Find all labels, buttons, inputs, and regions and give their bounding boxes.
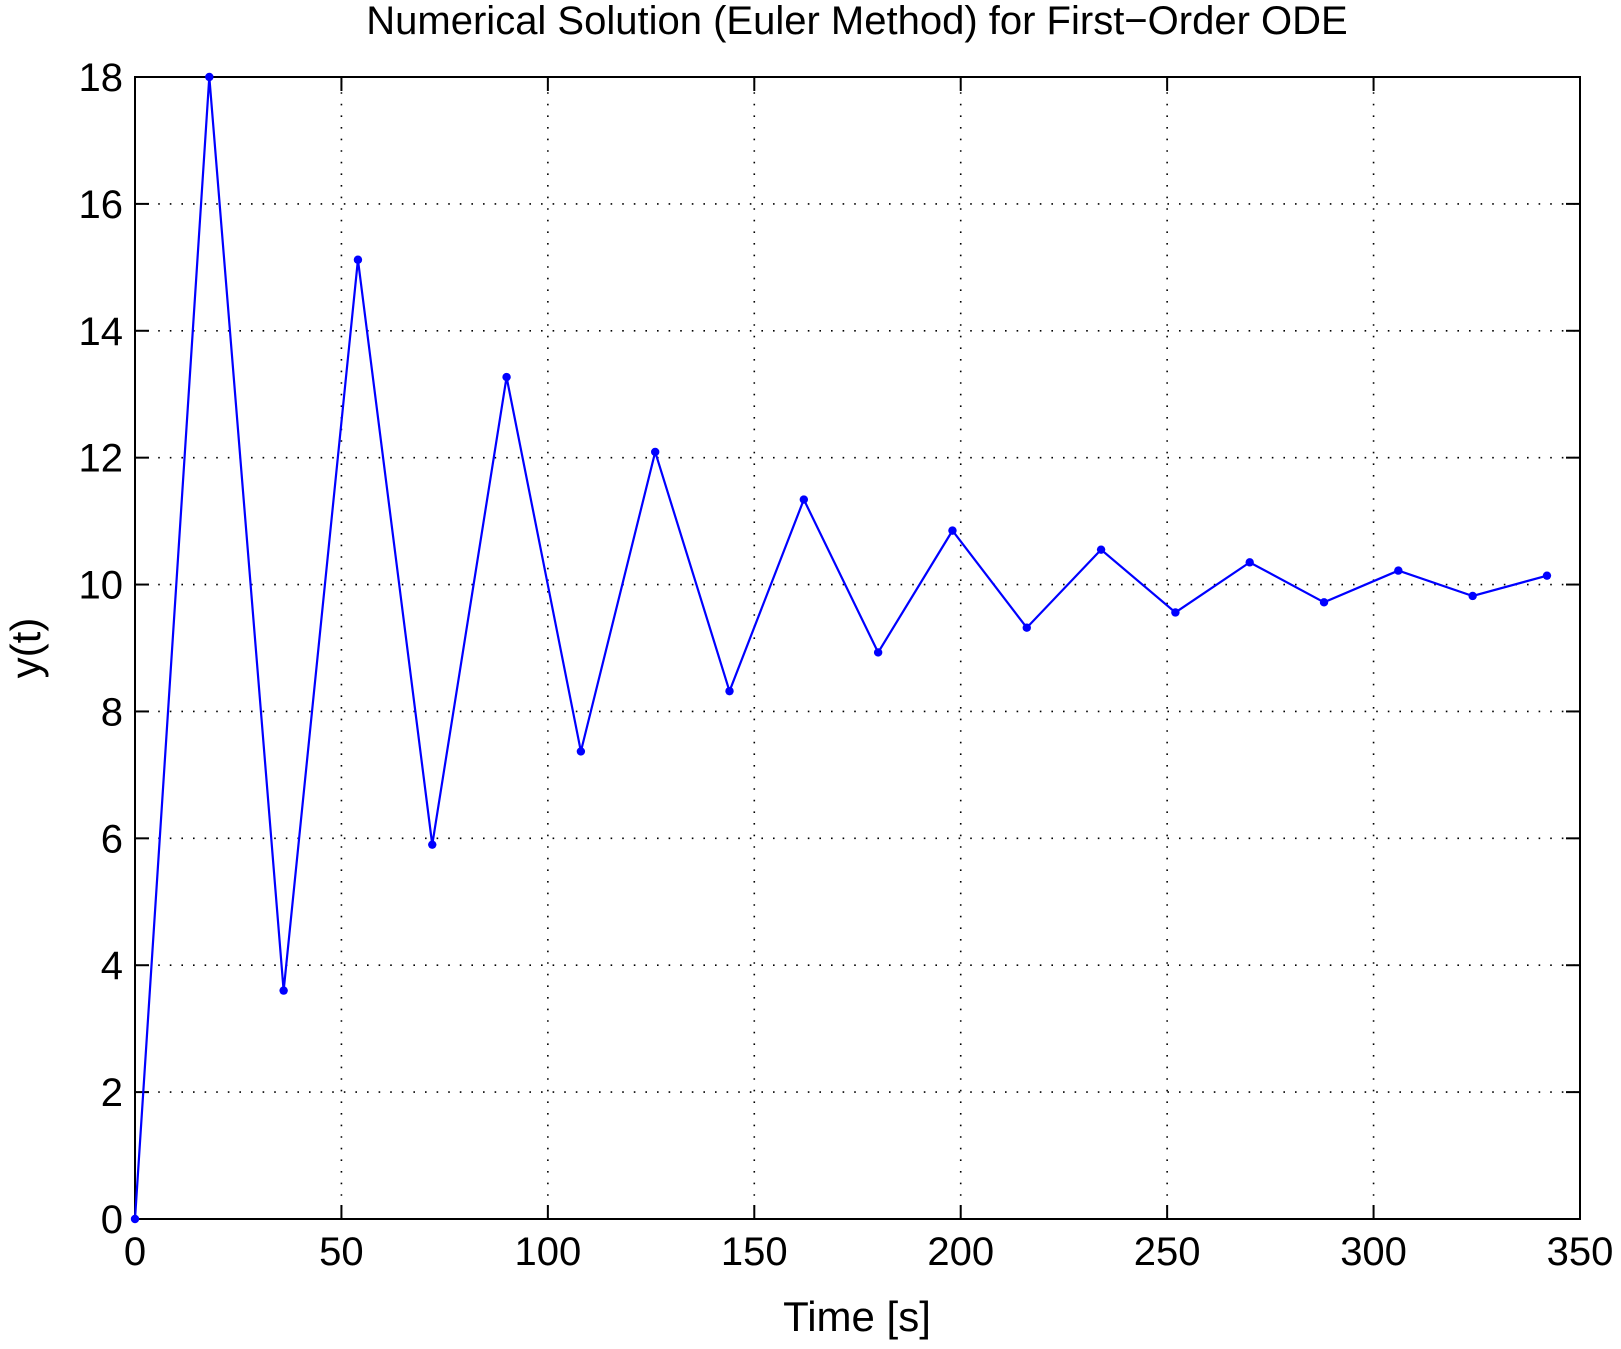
x-tick-label: 100 [514, 1230, 581, 1274]
x-tick-label: 300 [1340, 1230, 1407, 1274]
x-tick-label: 50 [319, 1230, 364, 1274]
data-point [1022, 623, 1031, 632]
data-point [651, 447, 660, 457]
data-point [502, 372, 511, 382]
y-tick-label: 14 [79, 310, 124, 354]
y-tick-label: 12 [79, 437, 124, 481]
data-point [353, 255, 363, 264]
y-tick-label: 18 [79, 56, 124, 100]
data-point [428, 840, 437, 849]
series-layer [130, 72, 1552, 1224]
data-point [130, 1214, 140, 1224]
chart-title: Numerical Solution (Euler Method) for Fi… [366, 0, 1347, 43]
y-tick-label: 8 [101, 690, 123, 734]
data-point [1542, 571, 1552, 580]
series-line [133, 76, 1548, 1220]
data-point [725, 686, 734, 696]
y-tick-label: 4 [101, 944, 123, 988]
x-tick-label: 150 [721, 1230, 788, 1274]
axis-ticks: 0 50 100 150 200 250 300 350 0 2 4 6 8 10 12 14 16 18 [79, 56, 1614, 1274]
y-tick-label: 0 [101, 1198, 123, 1242]
data-point [576, 747, 586, 756]
data-point [799, 495, 809, 504]
plot-frame [134, 76, 1581, 1220]
data-point [948, 526, 957, 535]
x-tick-label: 0 [124, 1230, 146, 1274]
x-tick-label: 250 [1134, 1230, 1201, 1274]
grid-lines [135, 77, 1580, 1219]
data-point [279, 986, 288, 995]
data-point [1394, 566, 1403, 575]
data-point [1319, 598, 1329, 607]
y-tick-label: 2 [101, 1071, 123, 1115]
y-axis-label: y(t) [2, 618, 49, 679]
y-tick-label: 10 [79, 564, 124, 608]
y-tick-label: 6 [101, 817, 123, 861]
y-tick-label: 16 [79, 183, 124, 227]
data-point [1096, 545, 1106, 554]
x-tick-label: 350 [1547, 1230, 1614, 1274]
x-axis-label: Time [s] [783, 1293, 931, 1340]
data-point [1245, 558, 1254, 567]
data-point [1468, 591, 1477, 601]
data-point [1171, 608, 1180, 617]
data-point [873, 648, 883, 657]
data-point [205, 72, 214, 82]
x-tick-label: 200 [927, 1230, 994, 1274]
